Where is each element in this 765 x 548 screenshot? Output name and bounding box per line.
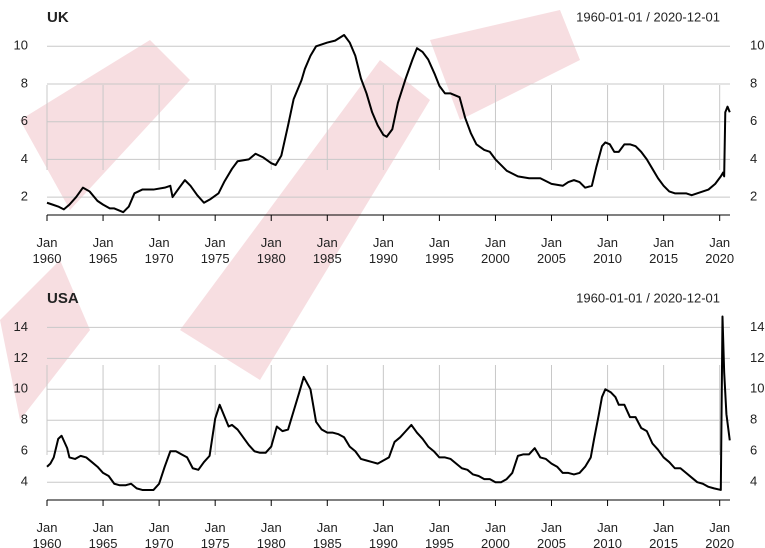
y-tick-label-right: 2 [750,189,757,204]
y-tick-label: 6 [21,113,28,128]
x-tick-label: Jan 1970 [145,520,174,548]
chart-title: UK [47,9,69,26]
x-tick-label: Jan 1995 [425,235,454,266]
y-tick-label: 10 [14,38,28,53]
x-tick-label: Jan 2000 [481,235,510,266]
y-tick-label: 12 [14,350,28,365]
x-tick-label: Jan 1985 [313,520,342,548]
y-tick-label-right: 10 [750,38,764,53]
x-tick-label: Jan 1990 [369,235,398,266]
y-tick-label: 4 [21,474,28,489]
x-tick-label: Jan 1990 [369,520,398,548]
y-tick-label-right: 4 [750,474,757,489]
x-tick-label: Jan 2000 [481,520,510,548]
y-tick-label-right: 8 [750,75,757,90]
x-tick-label: Jan 2010 [593,520,622,548]
x-tick-label: Jan 2005 [537,520,566,548]
x-tick-label: Jan 1975 [201,520,230,548]
chart-subtitle: 1960-01-01 / 2020-12-01 [576,290,720,305]
y-tick-label-right: 8 [750,412,757,427]
x-tick-label: Jan 1975 [201,235,230,266]
x-tick-label: Jan 1965 [89,235,118,266]
y-tick-label-right: 6 [750,113,757,128]
y-tick-label-right: 12 [750,350,764,365]
x-tick-label: Jan 1980 [257,235,286,266]
y-tick-label: 8 [21,75,28,90]
y-tick-label: 4 [21,151,28,166]
line-series [46,34,731,214]
chart-title: USA [47,290,79,307]
y-tick-label-right: 10 [750,381,764,396]
x-tick-label: Jan 2005 [537,235,566,266]
y-tick-label: 2 [21,189,28,204]
y-tick-label-right: 4 [750,151,757,166]
y-tick-label: 8 [21,412,28,427]
x-tick-label: Jan 2015 [649,520,678,548]
y-tick-label-right: 14 [750,319,764,334]
y-tick-label: 10 [14,381,28,396]
line-series [46,315,731,491]
x-tick-label: Jan 1965 [89,520,118,548]
y-tick-label: 14 [14,319,28,334]
x-tick-label: Jan 2020 [705,520,734,548]
x-tick-label: Jan 1995 [425,520,454,548]
y-tick-label: 6 [21,443,28,458]
chart-subtitle: 1960-01-01 / 2020-12-01 [576,9,720,24]
x-tick-label: Jan 1985 [313,235,342,266]
x-tick-label: Jan 2010 [593,235,622,266]
x-tick-label: Jan 1970 [145,235,174,266]
x-tick-label: Jan 1980 [257,520,286,548]
x-tick-label: Jan 2020 [705,235,734,266]
x-tick-label: Jan 1960 [33,235,62,266]
x-tick-label: Jan 2015 [649,235,678,266]
y-tick-label-right: 6 [750,443,757,458]
x-tick-label: Jan 1960 [33,520,62,548]
